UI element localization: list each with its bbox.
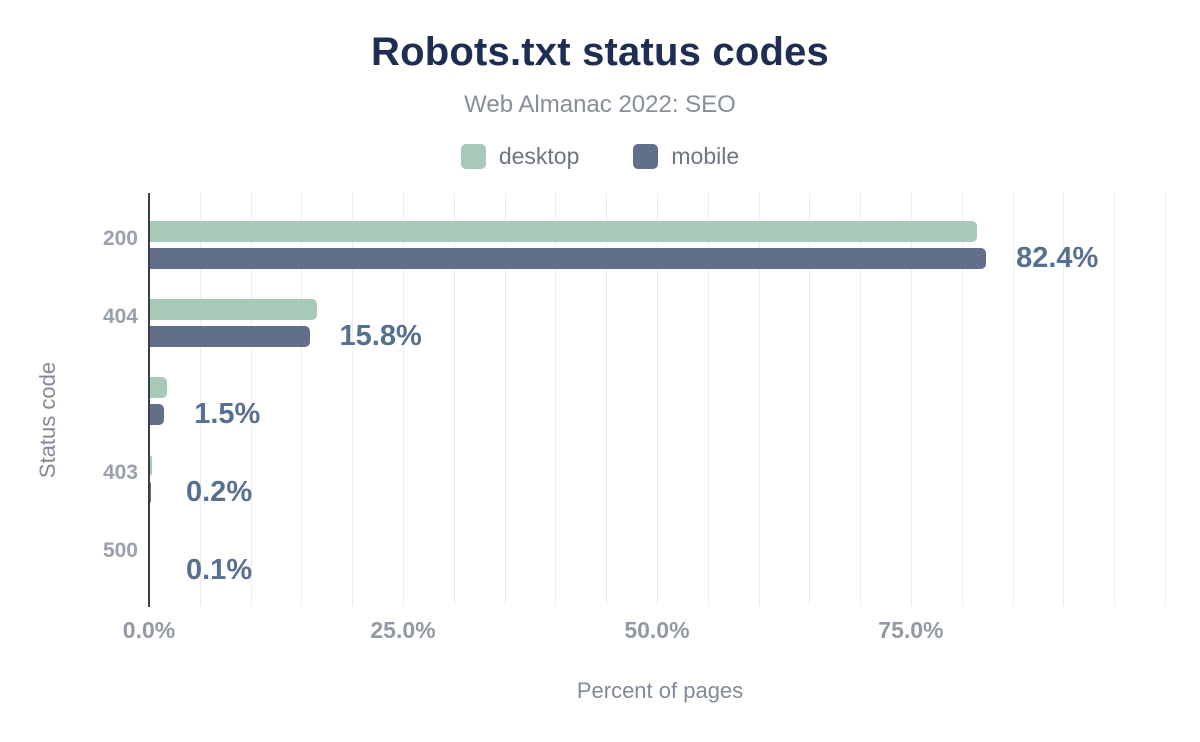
y-tick-label: 500	[102, 539, 138, 562]
gridline	[1012, 193, 1014, 606]
gridline	[504, 193, 506, 606]
bar-mobile-403[interactable]	[149, 482, 152, 503]
gridline	[910, 193, 912, 606]
gridline	[1114, 193, 1116, 606]
bar-mobile-404[interactable]	[149, 326, 310, 347]
y-tick-label: 404	[102, 305, 138, 328]
gridline	[961, 193, 963, 606]
legend-item-desktop[interactable]: desktop	[460, 143, 580, 170]
legend: desktop mobile	[0, 143, 1200, 170]
x-tick-label: 0.0%	[122, 617, 176, 643]
y-axis-title: Status code	[35, 361, 60, 479]
bar-desktop-blank[interactable]	[149, 377, 168, 398]
gridline	[860, 193, 862, 606]
legend-label-mobile: mobile	[671, 143, 740, 169]
legend-item-mobile[interactable]: mobile	[633, 143, 739, 170]
gridline	[1063, 193, 1065, 606]
data-label: 15.8%	[339, 320, 422, 352]
x-tick-label: 25.0%	[370, 617, 436, 643]
bar-mobile-200[interactable]	[149, 248, 987, 269]
gridline	[656, 193, 658, 606]
y-axis-line	[148, 193, 150, 607]
chart-title: Robots.txt status codes	[371, 30, 829, 74]
y-tick-label: 403	[102, 461, 138, 484]
mobile-swatch-icon	[633, 144, 659, 169]
data-label: 82.4%	[1016, 242, 1099, 274]
gridline	[758, 193, 760, 606]
gridline	[809, 193, 811, 606]
legend-label-desktop: desktop	[498, 143, 580, 169]
bar-desktop-200[interactable]	[149, 221, 977, 242]
gridline	[352, 193, 354, 606]
data-label: 0.2%	[186, 476, 253, 508]
bar-desktop-403[interactable]	[149, 455, 153, 476]
gridline	[250, 193, 252, 606]
data-label: 0.1%	[186, 554, 253, 586]
gridline	[555, 193, 557, 606]
bar-desktop-404[interactable]	[149, 299, 317, 320]
desktop-swatch-icon	[460, 144, 486, 169]
x-tick-label: 75.0%	[878, 617, 944, 643]
gridline	[402, 193, 404, 606]
x-tick-label: 50.0%	[624, 617, 690, 643]
y-tick-label	[28, 382, 138, 408]
gridline	[707, 193, 709, 606]
gridline	[606, 193, 608, 606]
chart-subtitle: Web Almanac 2022: SEO	[464, 91, 736, 118]
gridline	[301, 193, 303, 606]
x-axis-title: Percent of pages	[576, 678, 744, 703]
gridline	[453, 193, 455, 606]
y-tick-label: 200	[102, 227, 138, 250]
gridline	[1164, 193, 1166, 606]
bar-mobile-blank[interactable]	[149, 404, 165, 425]
gridline	[199, 193, 201, 606]
data-label: 1.5%	[194, 398, 261, 430]
